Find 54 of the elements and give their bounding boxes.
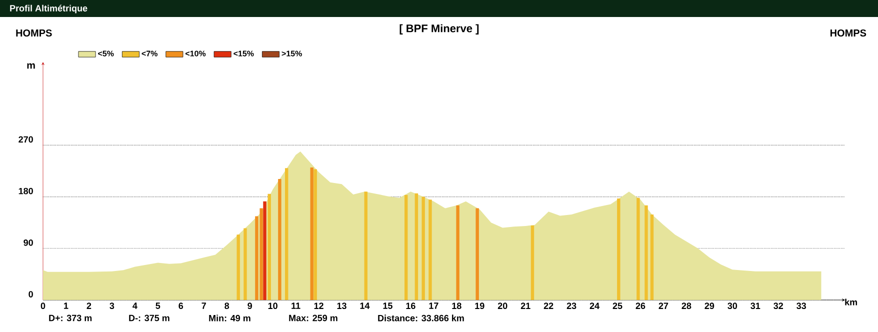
legend-label: <7%: [142, 50, 158, 56]
x-tick-label: 23: [566, 302, 576, 310]
y-tick-label: 270: [18, 136, 33, 143]
x-axis-title: km: [845, 298, 857, 306]
y-tick-label: 90: [24, 239, 33, 246]
x-tick-label: 2: [86, 302, 92, 309]
x-tick-label: 32: [774, 302, 784, 310]
x-tick-label: 17: [429, 302, 438, 309]
x-tick-label: 15: [383, 302, 392, 309]
x-tick-label: 30: [728, 302, 738, 310]
x-tick-label: 18: [452, 302, 462, 310]
x-tick-label: 19: [475, 302, 484, 310]
x-tick-label: 0: [40, 302, 46, 310]
text: D-: 375 m: [129, 314, 170, 322]
text: HOMPS: [830, 29, 866, 37]
text: Min: 49 m: [209, 314, 250, 322]
text: Distance: 33.866 km: [378, 314, 464, 322]
legend-label: <5%: [98, 50, 114, 56]
y-tick-label: 0: [28, 291, 33, 298]
x-tick-label: 20: [498, 302, 508, 310]
x-tick-label: 33: [796, 302, 806, 310]
x-tick-label: 6: [178, 302, 184, 310]
x-tick-label: 13: [337, 302, 346, 310]
x-tick-label: 26: [636, 302, 646, 310]
text: Profil Altimétrique: [10, 4, 88, 14]
x-tick-label: 12: [314, 302, 324, 309]
text: Max: 259 m: [289, 314, 338, 322]
x-tick-label: 28: [682, 302, 692, 310]
chart-title: [ BPF Minerve ]: [400, 24, 479, 34]
legend-label: <10%: [185, 50, 206, 56]
x-tick-label: 27: [658, 302, 668, 309]
x-tick-label: 3: [110, 302, 114, 310]
text: HOMPS: [16, 29, 52, 37]
x-tick-label: 7: [202, 302, 206, 309]
y-axis-title: m: [27, 63, 35, 69]
x-tick-label: 29: [704, 302, 714, 310]
x-tick-label: 4: [132, 302, 138, 309]
x-tick-label: 11: [292, 302, 300, 309]
x-tick-label: 22: [544, 302, 554, 309]
x-tick-label: 9: [248, 302, 252, 310]
x-tick-label: 5: [156, 302, 160, 309]
legend-label: >15%: [282, 50, 302, 56]
x-tick-label: 31: [750, 302, 760, 310]
y-tick-label: 180: [18, 188, 33, 194]
x-tick-label: 21: [520, 302, 530, 309]
x-tick-label: 14: [360, 302, 370, 309]
x-tick-label: 1: [64, 302, 68, 309]
text: D+: 373 m: [49, 314, 92, 322]
x-tick-label: 24: [590, 302, 600, 309]
x-tick-label: 8: [224, 302, 230, 310]
legend-label: <15%: [234, 50, 254, 56]
x-tick-label: 25: [612, 302, 622, 310]
x-tick-label: 16: [406, 302, 416, 310]
x-tick-label: 10: [268, 302, 278, 310]
